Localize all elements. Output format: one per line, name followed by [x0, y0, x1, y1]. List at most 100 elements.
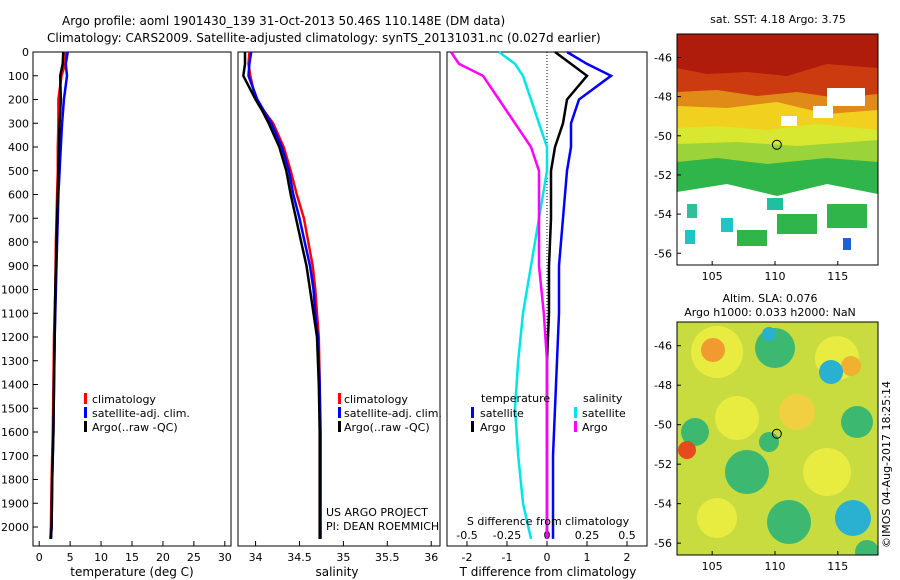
temperature-panel: 0100200300400500600700800900100011001200…: [1, 46, 232, 579]
x-tick-label: -1: [502, 551, 513, 564]
x-tick-label: 115: [827, 270, 848, 283]
y-tick-label: 400: [8, 141, 29, 154]
salinity-legend: climatology satellite-adj. clim. Argo(..…: [338, 393, 442, 434]
annotation-pi: PI: DEAN ROEMMICH: [326, 520, 439, 533]
y-tick-label: 1500: [1, 402, 29, 415]
sla-map-panel: Altim. SLA: 0.076 Argo h1000: 0.033 h200…: [654, 292, 879, 573]
top-tick-label: 0.5: [618, 529, 636, 542]
legend-swatch-climatology: [84, 393, 87, 404]
x-tick-label: 0: [544, 551, 551, 564]
y-tick-label: -50: [654, 419, 672, 432]
sla-map-frame: [676, 321, 879, 556]
sst-map-title: sat. SST: 4.18 Argo: 3.75: [710, 13, 846, 26]
difference-series: [449, 50, 614, 540]
y-tick-label: 100: [8, 70, 29, 83]
legend-swatch-s-satellite: [574, 407, 577, 418]
x-tick-label: 2: [624, 551, 631, 564]
legend-label-t-satellite: satellite: [480, 407, 524, 420]
header-line2: Climatology: CARS2009. Satellite-adjuste…: [47, 31, 601, 45]
y-tick-label: 1100: [1, 307, 29, 320]
y-tick-label: -50: [654, 130, 672, 143]
top-tick-label: 0.25: [575, 529, 600, 542]
x-tick-label: 34: [249, 551, 263, 564]
legend-swatch-s-argo: [574, 421, 577, 432]
x-tick-label: 105: [702, 560, 723, 573]
imos-timestamp: ©IMOS 04-Aug-2017 18:25:14: [880, 381, 893, 548]
temperature-series: [49, 51, 69, 539]
legend-swatch-t-argo: [471, 421, 474, 432]
temperature-xlabel: temperature (deg C): [70, 565, 193, 579]
sla-map-ticks: 105 110 115 -46 -48 -50 -52 -54 -56: [654, 340, 848, 573]
y-tick-label: 900: [8, 260, 29, 273]
y-tick-label: -46: [654, 51, 672, 64]
sst-map-panel: sat. SST: 4.18 Argo: 3.75 105 110 115 -46 -4…: [654, 13, 879, 283]
y-tick-label: -48: [654, 379, 672, 392]
legend-swatch-t-satellite: [471, 407, 474, 418]
y-tick-label: 1700: [1, 450, 29, 463]
legend-label-climatology: climatology: [92, 393, 156, 406]
legend-title-salinity: salinity: [583, 392, 623, 405]
salinity-axes-box: [237, 51, 441, 547]
y-tick-label: -56: [654, 537, 672, 550]
difference-legend: temperature salinity satellite Argo sate…: [471, 392, 626, 434]
y-tick-label: 1900: [1, 497, 29, 510]
sst-map-frame: [676, 33, 879, 266]
sla-map-image: [677, 322, 878, 555]
x-tick-label: 110: [764, 560, 785, 573]
salinity-xlabel: salinity: [315, 565, 358, 579]
y-tick-label: 1000: [1, 284, 29, 297]
sla-map-title-2: Argo h1000: 0.033 h2000: NaN: [684, 306, 856, 319]
legend-swatch-climatology: [338, 393, 341, 404]
x-tick-label: 35: [336, 551, 350, 564]
difference-axis-ticks: -2 -1 0 1 2-0.5 -0.25 0 0.25 0.5: [456, 529, 635, 564]
depth-axis-ticks: 0 100 200 300 400 500 600 700 800 900 1000 1100 1200…: [1, 46, 38, 534]
sla-map-title-1: Altim. SLA: 0.076: [722, 292, 817, 305]
legend-label-satellite: satellite-adj. clim.: [344, 407, 442, 420]
x-tick-label: 10: [94, 551, 108, 564]
top-tick-label: -0.25: [493, 529, 521, 542]
temperature-axis-ticks: 0 5 10 15 20 25 30: [36, 541, 232, 564]
x-tick-label: 115: [827, 560, 848, 573]
difference-panel: -2 -1 0 1 2-0.5 -0.25 0 0.25 0.5 temperature sal…: [446, 50, 648, 579]
temperature-axes-box: [32, 51, 232, 547]
x-tick-label: 110: [764, 270, 785, 283]
legend-swatch-satellite: [338, 407, 341, 418]
series-line-t-satellite: [551, 50, 614, 539]
legend-label-s-satellite: satellite: [582, 407, 626, 420]
series-line-argo-raw-qc-: [49, 51, 65, 539]
x-tick-label: 35.5: [375, 551, 400, 564]
legend-label-s-argo: Argo: [582, 421, 608, 434]
difference-xlabel: T difference from climatology: [459, 565, 637, 579]
y-tick-label: 200: [8, 94, 29, 107]
y-tick-label: 300: [8, 117, 29, 130]
y-tick-label: 1200: [1, 331, 29, 344]
y-tick-label: -54: [654, 208, 672, 221]
x-tick-label: -2: [462, 551, 473, 564]
y-tick-label: -52: [654, 169, 672, 182]
top-tick-label: -0.5: [456, 529, 477, 542]
y-tick-label: 800: [8, 236, 29, 249]
x-tick-label: 20: [156, 551, 170, 564]
y-tick-label: 600: [8, 189, 29, 202]
y-tick-label: 500: [8, 165, 29, 178]
x-tick-label: 105: [702, 270, 723, 283]
x-tick-label: 15: [125, 551, 139, 564]
y-tick-label: -56: [654, 247, 672, 260]
difference-xlabel-top: S difference from climatology: [467, 515, 630, 528]
x-tick-label: 5: [67, 551, 74, 564]
legend-label-argo: Argo(..raw -QC): [92, 421, 178, 434]
legend-swatch-argo: [338, 421, 341, 432]
argo-location-marker: [771, 139, 782, 150]
y-tick-label: 1300: [1, 355, 29, 368]
y-tick-label: 1600: [1, 426, 29, 439]
salinity-series: [242, 51, 322, 539]
legend-swatch-argo: [84, 421, 87, 432]
legend-label-t-argo: Argo: [480, 421, 506, 434]
y-tick-label: 0: [22, 46, 29, 59]
series-line-argo-raw-qc-: [242, 52, 321, 539]
argo-location-marker: [771, 428, 782, 439]
x-tick-label: 0: [36, 551, 43, 564]
salinity-panel: 34 34.5 35 35.5 36 climatology satellite-adj…: [237, 51, 442, 579]
y-tick-label: 2000: [1, 521, 29, 534]
